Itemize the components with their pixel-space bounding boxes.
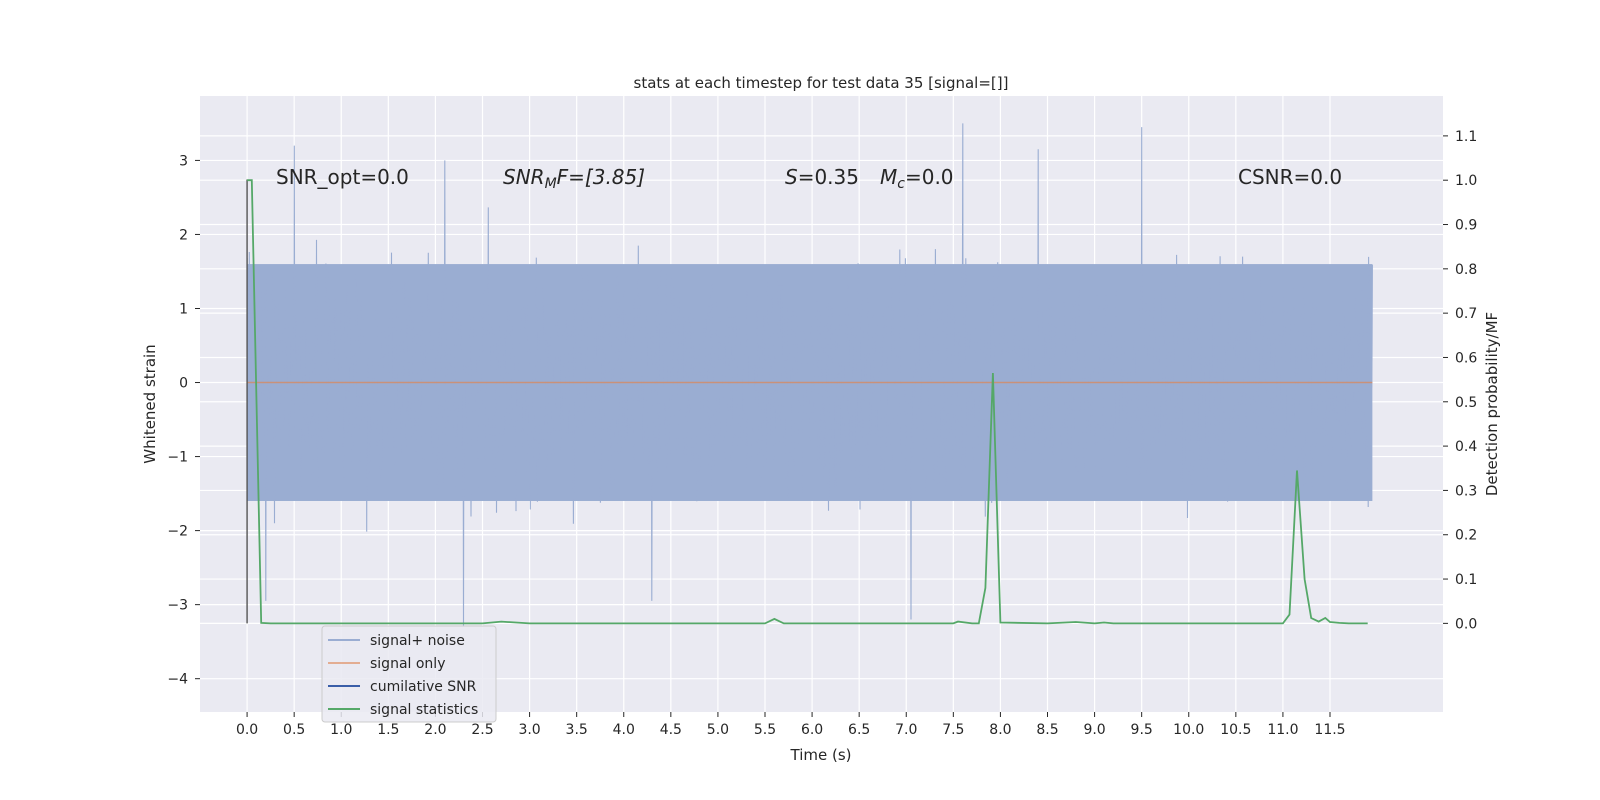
x-tick-label: 10.5	[1220, 722, 1251, 738]
annotation: CSNR=0.0	[1238, 165, 1342, 189]
y2-tick-label: 0.8	[1455, 262, 1477, 278]
y2-tick-label: 0.0	[1455, 616, 1477, 632]
x-tick-label: 2.5	[471, 722, 493, 738]
y2-tick-label: 0.4	[1455, 439, 1477, 455]
y2-axis-label: Detection probability/MF	[1483, 312, 1501, 496]
x-tick-label: 11.5	[1314, 722, 1345, 738]
x-tick-label: 3.5	[566, 722, 588, 738]
annotations: SNR_opt=0.0 SNRMF=[3.85] S=0.35 Mc=0.0 CSNR=…	[276, 165, 1342, 192]
y-tick-label: 2	[179, 227, 188, 243]
chart-title: stats at each timestep for test data 35 …	[634, 74, 1009, 92]
x-tick-label: 0.5	[283, 722, 305, 738]
y2-tick-label: 0.7	[1455, 306, 1477, 322]
y2-tick-label: 0.1	[1455, 572, 1477, 588]
x-tick-label: 9.5	[1131, 722, 1153, 738]
annotation: SNRMF=[3.85]	[503, 165, 645, 192]
annotation: Mc=0.0	[880, 165, 954, 192]
x-tick-label: 11.0	[1267, 722, 1298, 738]
y-tick-label: 0	[179, 376, 188, 392]
x-tick-label: 6.0	[801, 722, 823, 738]
y2-tick-label: 1.0	[1455, 173, 1477, 189]
x-axis-ticks: 0.0 0.5 1.0 1.5 2.0 2.5 3.0 3.5 4.0 4.5 5.0 5.5 6.0 6…	[236, 712, 1346, 738]
x-tick-label: 1.0	[330, 722, 352, 738]
legend-label: signal only	[370, 656, 445, 672]
y-tick-label: −4	[167, 672, 188, 688]
y-axis-label: Whitened strain	[141, 344, 159, 463]
x-tick-label: 3.0	[518, 722, 540, 738]
x-tick-label: 5.5	[754, 722, 776, 738]
series-lines	[246, 179, 1373, 625]
y2-tick-label: 0.5	[1455, 395, 1477, 411]
y-tick-label: 1	[179, 301, 188, 317]
x-tick-label: 4.0	[613, 722, 635, 738]
x-tick-label: 7.5	[942, 722, 964, 738]
annotation: S=0.35	[785, 165, 859, 189]
x-tick-label: 6.5	[848, 722, 870, 738]
noise-trace	[246, 123, 1373, 627]
legend-label: signal+ noise	[370, 633, 465, 649]
x-tick-label: 8.5	[1036, 722, 1058, 738]
legend-label: signal statistics	[370, 702, 478, 718]
y-tick-label: −1	[167, 450, 188, 466]
x-tick-label: 0.0	[236, 722, 258, 738]
y2-tick-label: 0.3	[1455, 483, 1477, 499]
y-tick-label: −3	[167, 598, 188, 614]
x-tick-label: 9.0	[1083, 722, 1105, 738]
y-tick-label: −2	[167, 524, 188, 540]
y2-tick-label: 1.1	[1455, 129, 1477, 145]
y-axis-ticks: 3 2 1 0 −1 −2 −3 −4	[167, 153, 200, 688]
x-tick-label: 8.0	[989, 722, 1011, 738]
y-tick-label: 3	[179, 153, 188, 169]
y2-axis-ticks: 1.1 1.0 0.9 0.8 0.7 0.6 0.5 0.4 0.3 0.2 0.1 0.0	[1443, 129, 1477, 632]
x-tick-label: 1.5	[377, 722, 399, 738]
x-tick-label: 7.0	[895, 722, 917, 738]
y2-tick-label: 0.2	[1455, 528, 1477, 544]
annotation: SNR_opt=0.0	[276, 165, 409, 189]
x-tick-label: 2.0	[424, 722, 446, 738]
legend: signal+ noise signal only cumilative SNR si…	[321, 625, 497, 723]
legend-box	[321, 625, 497, 723]
x-tick-label: 4.5	[660, 722, 682, 738]
x-tick-label: 5.0	[707, 722, 729, 738]
x-axis-label: Time (s)	[790, 746, 852, 764]
y2-tick-label: 0.6	[1455, 350, 1477, 366]
legend-label: cumilative SNR	[370, 679, 477, 695]
x-tick-label: 10.0	[1173, 722, 1204, 738]
series-signal-statistics	[247, 179, 1368, 625]
y2-tick-label: 0.9	[1455, 218, 1477, 234]
